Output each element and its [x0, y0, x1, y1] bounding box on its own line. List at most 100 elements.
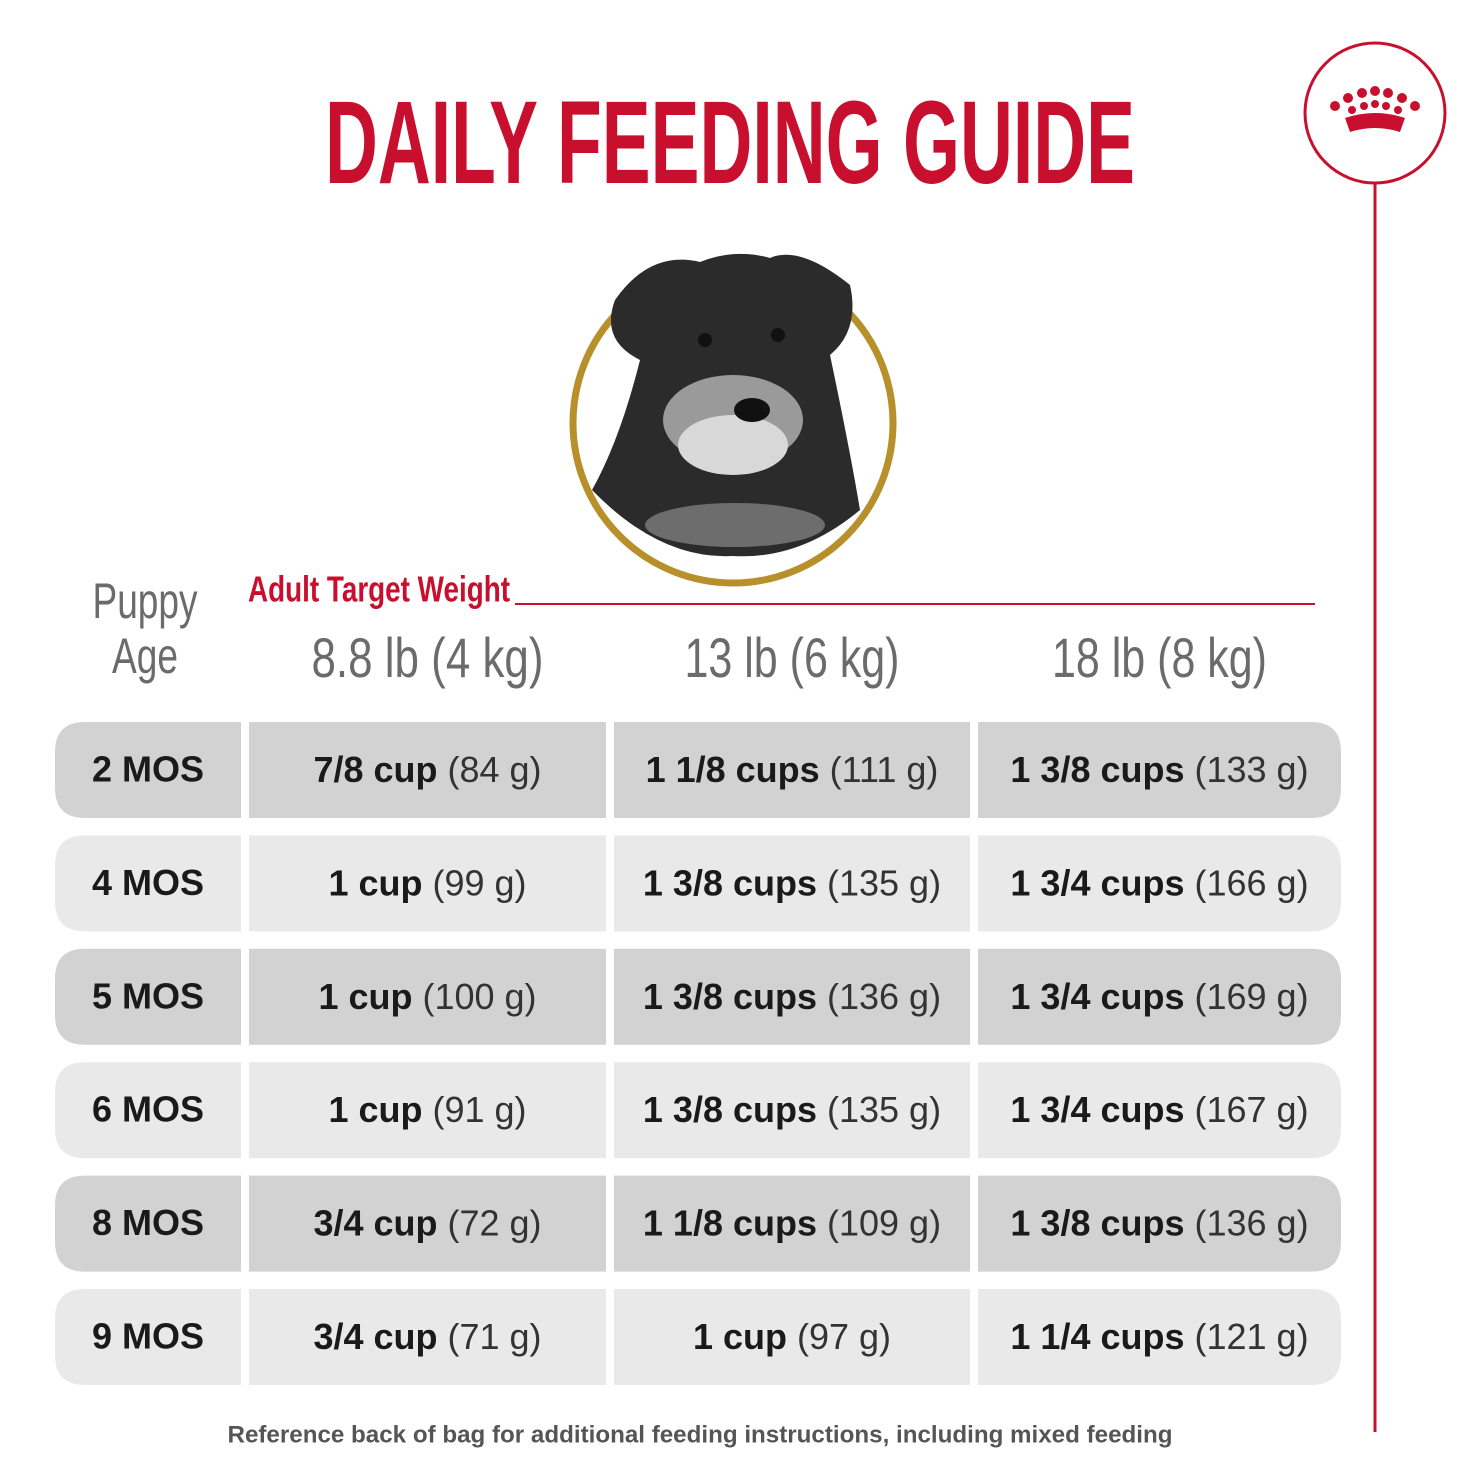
amount: 1 3/4 cups: [1010, 1089, 1184, 1130]
weight-header: Adult Target Weight: [248, 569, 510, 610]
feeding-table: 8.8 lb (4 kg) 13 lb (6 kg) 18 lb (8 kg) 2 M…: [55, 626, 1341, 1385]
row-cell: [614, 835, 970, 932]
column-header: 8.8 lb (4 kg): [312, 626, 544, 689]
amount: 7/8 cup: [313, 749, 437, 790]
age-cell: 6 MOS: [92, 1089, 204, 1130]
age-cell: 8 MOS: [92, 1202, 204, 1243]
amount: 1 cup: [328, 1089, 422, 1130]
amount-cell: 1 cup (91 g): [328, 1089, 526, 1130]
table-row: 2 MOS 7/8 cup (84 g) 1 1/8 cups (111 g) 1 3/8…: [55, 722, 1341, 818]
table-row: 9 MOS 3/4 cup (71 g) 1 cup (97 g) 1 1/4 cups (…: [55, 1289, 1341, 1385]
row-cell: [614, 1062, 970, 1159]
row-cell: [249, 1062, 606, 1159]
amount-cell: 1 cup (97 g): [693, 1316, 891, 1357]
amount: 1 1/8 cups: [643, 1202, 817, 1243]
amount: 1 3/4 cups: [1010, 975, 1184, 1016]
grams: (135 g): [827, 1089, 941, 1130]
amount-cell: 1 3/4 cups (167 g): [1010, 1089, 1308, 1130]
age-cell: 9 MOS: [92, 1316, 204, 1357]
amount: 3/4 cup: [313, 1316, 437, 1357]
grams: (72 g): [448, 1202, 542, 1243]
grams: (99 g): [432, 862, 526, 903]
amount-cell: 7/8 cup (84 g): [313, 749, 541, 790]
row-cell: [249, 1175, 606, 1272]
row-cell: [614, 1175, 970, 1272]
amount-cell: 1 3/8 cups (135 g): [643, 1089, 941, 1130]
grams: (71 g): [448, 1316, 542, 1357]
table-row: 4 MOS 1 cup (99 g) 1 3/8 cups (135 g) 1 3/4 c…: [55, 835, 1341, 932]
row-cell: [614, 1289, 970, 1385]
column-header: 13 lb (6 kg): [685, 626, 900, 689]
grams: (133 g): [1195, 749, 1309, 790]
row-cell: [55, 835, 241, 932]
row-cell: [978, 835, 1341, 932]
amount: 1 3/8 cups: [643, 975, 817, 1016]
row-cell: [55, 722, 241, 818]
amount-cell: 1 cup (100 g): [318, 975, 536, 1016]
amount-cell: 3/4 cup (72 g): [313, 1202, 541, 1243]
amount: 1 3/8 cups: [643, 862, 817, 903]
grams: (100 g): [422, 975, 536, 1016]
amount-cell: 1 3/8 cups (133 g): [1010, 749, 1308, 790]
row-cell: [978, 948, 1341, 1045]
amount: 1 cup: [328, 862, 422, 903]
row-cell: [249, 722, 606, 818]
table-row: 6 MOS 1 cup (91 g) 1 3/8 cups (135 g) 1 3/4 c…: [55, 1062, 1341, 1159]
amount: 1 cup: [693, 1316, 787, 1357]
age-cell: 2 MOS: [92, 749, 204, 790]
row-cell: [978, 1062, 1341, 1159]
amount: 1 3/8 cups: [1010, 1202, 1184, 1243]
grams: (169 g): [1195, 975, 1309, 1016]
row-cell: [55, 948, 241, 1045]
amount-cell: 1 3/8 cups (136 g): [643, 975, 941, 1016]
logo: [1303, 41, 1447, 1432]
amount: 1 3/8 cups: [643, 1089, 817, 1130]
age-cell: 4 MOS: [92, 862, 204, 903]
dog-photo: [569, 253, 897, 587]
table-row: 8 MOS 3/4 cup (72 g) 1 1/8 cups (109 g) 1 3/8…: [55, 1175, 1341, 1272]
amount: 1 1/4 cups: [1010, 1316, 1184, 1357]
age-header: Puppy: [93, 573, 198, 629]
column-header: 18 lb (8 kg): [1052, 626, 1267, 689]
grams: (166 g): [1195, 862, 1309, 903]
grams: (167 g): [1195, 1089, 1309, 1130]
grams: (97 g): [797, 1316, 891, 1357]
amount-cell: 1 1/8 cups (109 g): [643, 1202, 941, 1243]
row-cell: [55, 1289, 241, 1385]
row-cell: [978, 722, 1341, 818]
amount: 1 3/4 cups: [1010, 862, 1184, 903]
row-cell: [978, 1175, 1341, 1272]
amount-cell: 1 1/8 cups (111 g): [646, 749, 939, 790]
amount: 1 3/8 cups: [1010, 749, 1184, 790]
footer-note: Reference back of bag for additional fee…: [228, 1421, 1173, 1448]
title: DAILY FEEDING GUIDE: [325, 77, 1135, 209]
grams: (136 g): [1195, 1202, 1309, 1243]
amount-cell: 1 3/8 cups (136 g): [1010, 1202, 1308, 1243]
amount: 1 cup: [318, 975, 412, 1016]
amount-cell: 1 1/4 cups (121 g): [1010, 1316, 1308, 1357]
amount: 1 1/8 cups: [646, 749, 820, 790]
grams: (109 g): [827, 1202, 941, 1243]
amount-cell: 3/4 cup (71 g): [313, 1316, 541, 1357]
amount-cell: 1 3/4 cups (166 g): [1010, 862, 1308, 903]
row-cell: [55, 1175, 241, 1272]
grams: (136 g): [827, 975, 941, 1016]
table-row: 5 MOS 1 cup (100 g) 1 3/8 cups (136 g) 1 3/4 …: [55, 948, 1341, 1045]
row-cell: [249, 1289, 606, 1385]
row-cell: [249, 948, 606, 1045]
amount-cell: 1 3/4 cups (169 g): [1010, 975, 1308, 1016]
age-header: Age: [112, 628, 178, 684]
row-cell: [614, 722, 970, 818]
grams: (91 g): [432, 1089, 526, 1130]
row-cell: [978, 1289, 1341, 1385]
grams: (135 g): [827, 862, 941, 903]
grams: (84 g): [448, 749, 542, 790]
grams: (111 g): [830, 749, 939, 790]
amount: 3/4 cup: [313, 1202, 437, 1243]
row-cell: [249, 835, 606, 932]
age-cell: 5 MOS: [92, 975, 204, 1016]
row-cell: [614, 948, 970, 1045]
row-cell: [55, 1062, 241, 1159]
